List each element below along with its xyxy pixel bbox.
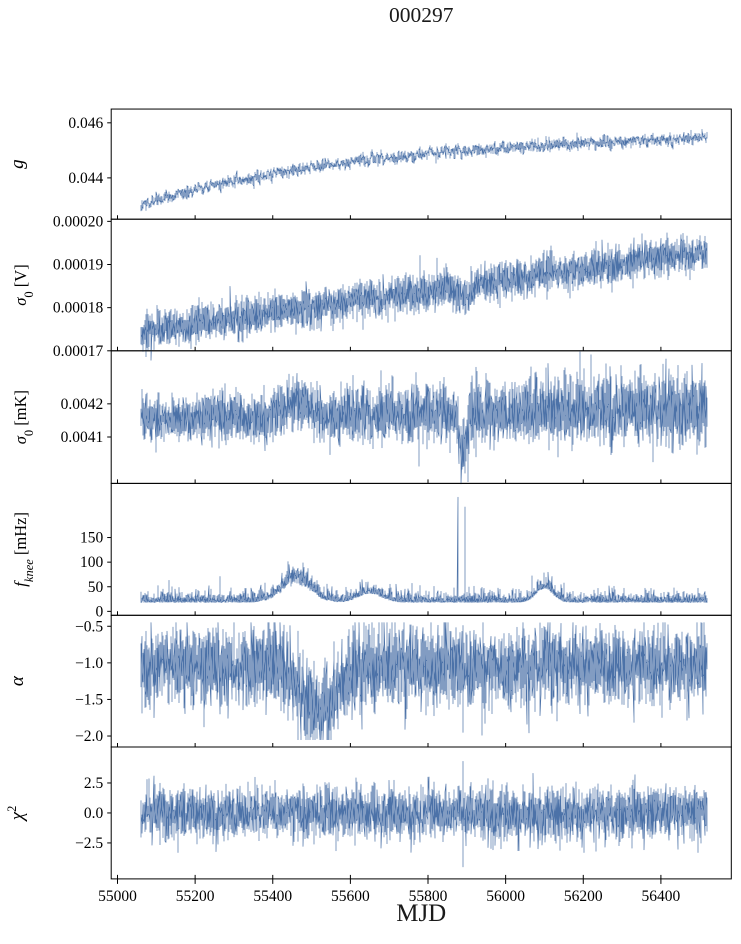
- svg-text:0.044: 0.044: [68, 170, 103, 187]
- svg-text:2.5: 2.5: [84, 775, 104, 792]
- svg-text:0.00018: 0.00018: [53, 300, 104, 317]
- svg-text:150: 150: [80, 530, 104, 547]
- svg-text:α: α: [7, 675, 28, 686]
- svg-text:100: 100: [80, 554, 104, 571]
- svg-text:55000: 55000: [98, 888, 137, 905]
- svg-text:55200: 55200: [176, 888, 215, 905]
- svg-text:56200: 56200: [564, 888, 603, 905]
- svg-text:0.0042: 0.0042: [61, 396, 104, 413]
- svg-text:55800: 55800: [409, 888, 448, 905]
- svg-text:−2.0: −2.0: [75, 728, 103, 745]
- svg-text:56000: 56000: [486, 888, 525, 905]
- svg-text:fknee [mHz]: fknee [mHz]: [11, 512, 36, 587]
- svg-text:0.00017: 0.00017: [53, 343, 104, 360]
- svg-text:χ2: χ2: [5, 806, 28, 823]
- svg-text:0.0041: 0.0041: [61, 429, 104, 446]
- svg-text:0.00019: 0.00019: [53, 257, 104, 274]
- svg-text:56400: 56400: [642, 888, 681, 905]
- svg-text:0.046: 0.046: [68, 115, 103, 132]
- svg-text:0.00020: 0.00020: [53, 213, 104, 230]
- svg-text:55400: 55400: [253, 888, 292, 905]
- svg-text:σ0 [mK]: σ0 [mK]: [11, 390, 36, 444]
- svg-text:σ0 [V]: σ0 [V]: [11, 264, 36, 305]
- svg-text:−2.5: −2.5: [75, 835, 103, 852]
- svg-text:−1.0: −1.0: [75, 655, 103, 672]
- svg-text:0.0: 0.0: [84, 805, 104, 822]
- svg-text:−1.5: −1.5: [75, 691, 103, 708]
- svg-text:g: g: [7, 159, 28, 169]
- svg-text:50: 50: [88, 579, 104, 596]
- svg-text:−0.5: −0.5: [75, 618, 103, 635]
- svg-text:55600: 55600: [331, 888, 370, 905]
